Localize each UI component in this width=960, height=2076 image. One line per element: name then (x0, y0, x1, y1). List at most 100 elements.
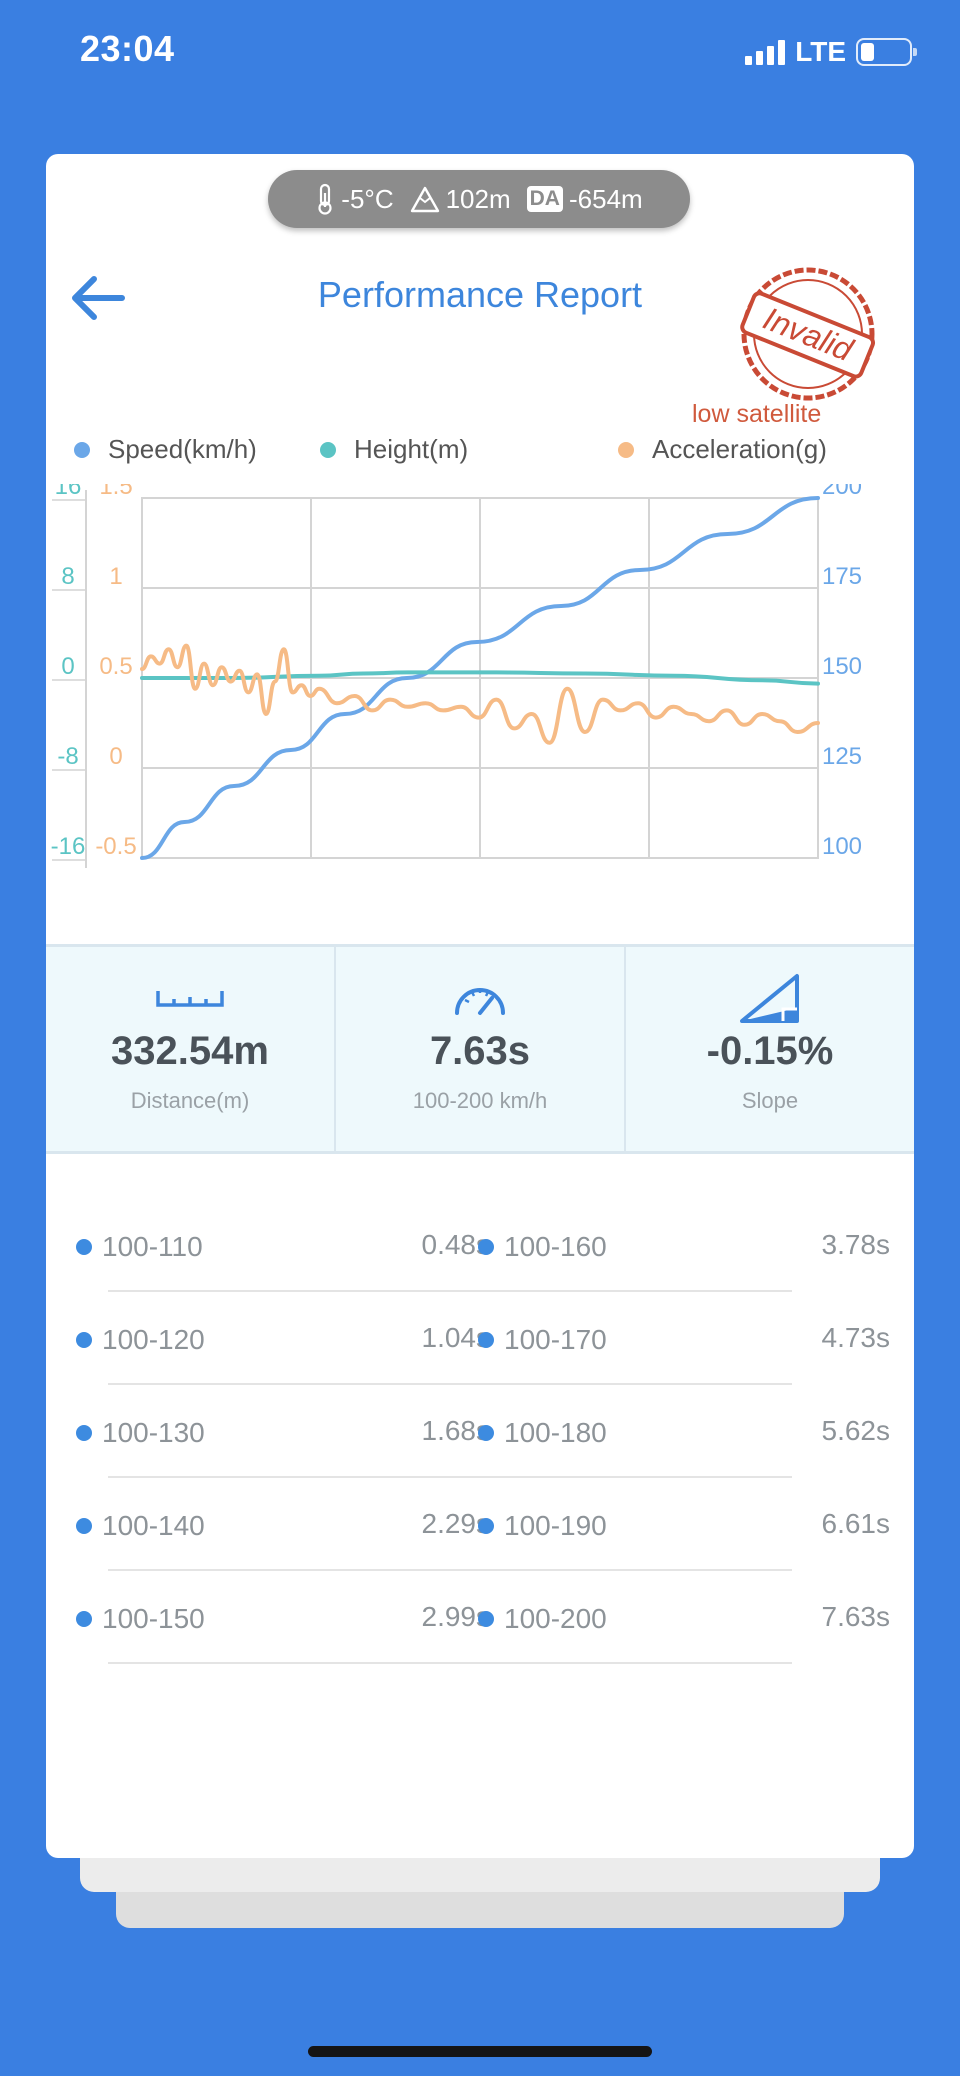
status-time: 23:04 (80, 28, 175, 69)
tick-label-height: 0 (61, 653, 74, 680)
row-divider (108, 1476, 792, 1478)
split-time-right: 5.62s (821, 1415, 891, 1446)
split-range-label: 100-110 (102, 1231, 203, 1262)
split-range-label: 100-120 (102, 1324, 205, 1355)
split-time-left: 2.29s (421, 1508, 491, 1539)
split-range-label: 100-160 (504, 1231, 607, 1262)
split-range-left: 100-140 (76, 1508, 205, 1544)
split-dot (76, 1518, 92, 1534)
legend-dot (618, 441, 634, 458)
density-altitude-item: DA -654m (526, 183, 643, 215)
split-dot (478, 1611, 494, 1627)
split-dot (478, 1518, 494, 1534)
tick-label-speed: 175 (822, 563, 862, 590)
temperature-item: -5°C (315, 183, 394, 215)
series-line-acceleration (140, 643, 820, 745)
split-range-label: 100-150 (102, 1603, 205, 1634)
split-dot (478, 1239, 494, 1255)
battery-icon (856, 38, 917, 66)
split-row: 100-110 0.48s 100-160 3.78s (46, 1199, 914, 1292)
legend-label: Speed(km/h) (108, 434, 257, 464)
split-dot (76, 1239, 92, 1255)
split-time-left: 2.99s (421, 1601, 491, 1632)
split-time-left: 1.04s (421, 1322, 491, 1353)
split-range-left: 100-150 (76, 1601, 205, 1637)
chart-legend: Speed(km/h) Height(m) Acceleration(g) (74, 434, 894, 474)
legend-speed: Speed(km/h) (74, 434, 257, 465)
split-range-label: 100-190 (504, 1510, 607, 1541)
row-divider (108, 1383, 792, 1385)
legend-acceleration: Acceleration(g) (618, 434, 827, 465)
row-divider (108, 1290, 792, 1292)
tick-label-height: 8 (61, 563, 74, 590)
split-row: 100-120 1.04s 100-170 4.73s (46, 1292, 914, 1385)
tick-label-acceleration: 1 (109, 563, 122, 590)
split-time-right: 7.63s (821, 1601, 891, 1632)
split-times-list: 100-110 0.48s 100-160 3.78s 100-120 1.04s 100-… (46, 1199, 914, 1664)
metric-value: 7.63s (429, 1029, 531, 1073)
altitude-item: 102m (410, 184, 511, 215)
performance-chart: 16 8 0 -8 -16 1.5 1 0.5 0 -0.5 200 175 150 125 100 (51, 484, 862, 868)
invalid-stamp-icon: Invalid (740, 267, 876, 401)
legend-label: Height(m) (354, 434, 469, 464)
status-bar: 23:04 LTE (0, 0, 960, 110)
tick-label-speed: 150 (822, 653, 862, 680)
tick-label-speed: 125 (822, 743, 862, 770)
split-range-right: 100-200 (478, 1601, 607, 1637)
metric-value: -0.15% (706, 1029, 834, 1073)
home-indicator[interactable] (308, 2046, 652, 2057)
back-button[interactable] (66, 266, 130, 330)
split-range-label: 100-180 (504, 1417, 607, 1448)
tick-label-height: 16 (55, 484, 82, 500)
chart-axes: 16 8 0 -8 -16 1.5 1 0.5 0 -0.5 200 175 150 125 100 (51, 484, 862, 861)
altitude-value: 102m (445, 183, 511, 214)
summary-metrics: 332.54m Distance(m) 7.63s 100-200 km/h (46, 944, 914, 1154)
row-divider (108, 1662, 792, 1664)
slope-metric: -0.15% Slope (624, 947, 914, 1151)
speedometer-icon (452, 975, 508, 1021)
split-time-left: 0.48s (421, 1229, 491, 1260)
tick-label-height: -8 (57, 743, 78, 770)
split-dot (76, 1611, 92, 1627)
split-range-label: 100-170 (504, 1324, 607, 1355)
split-range-label: 100-200 (504, 1603, 607, 1634)
tick-label-speed: 100 (822, 833, 862, 860)
metric-label: Distance(m) (130, 1088, 250, 1113)
split-range-right: 100-180 (478, 1415, 607, 1451)
legend-label: Acceleration(g) (652, 434, 827, 464)
battery-fill (861, 43, 875, 61)
tick-label-height: -16 (51, 833, 86, 860)
metric-label: 100-200 km/h (412, 1088, 548, 1113)
da-badge-icon: DA (526, 186, 563, 212)
tick-label-acceleration: 0.5 (99, 653, 132, 680)
arrow-left-icon (72, 276, 125, 320)
split-time-right: 6.61s (821, 1508, 891, 1539)
split-range-left: 100-110 (76, 1229, 203, 1265)
split-row: 100-140 2.29s 100-190 6.61s (46, 1478, 914, 1571)
time-metric: 7.63s 100-200 km/h (334, 947, 624, 1151)
split-time-left: 1.68s (421, 1415, 491, 1446)
split-range-label: 100-140 (102, 1510, 205, 1541)
density-altitude-value: -654m (568, 183, 643, 214)
split-dot (76, 1332, 92, 1348)
tick-label-acceleration: 1.5 (99, 484, 132, 500)
split-range-right: 100-190 (478, 1508, 607, 1544)
split-range-left: 100-130 (76, 1415, 205, 1451)
row-divider (108, 1569, 792, 1571)
split-row: 100-130 1.68s 100-180 5.62s (46, 1385, 914, 1478)
stamp-note: low satellite (692, 400, 822, 428)
status-indicators: LTE (745, 36, 917, 68)
split-dot (478, 1332, 494, 1348)
distance-metric: 332.54m Distance(m) (46, 947, 334, 1151)
series-line-height (140, 670, 820, 686)
tick-label-speed: 200 (822, 484, 862, 500)
split-dot (478, 1425, 494, 1441)
split-time-right: 4.73s (821, 1322, 891, 1353)
environment-pill: -5°C 102m DA -654m (268, 170, 690, 228)
split-range-left: 100-120 (76, 1322, 205, 1358)
ruler-icon (156, 975, 224, 1021)
signal-icon (745, 39, 786, 65)
network-type: LTE (795, 36, 846, 67)
tick-label-acceleration: 0 (109, 743, 122, 770)
legend-dot (320, 441, 336, 458)
